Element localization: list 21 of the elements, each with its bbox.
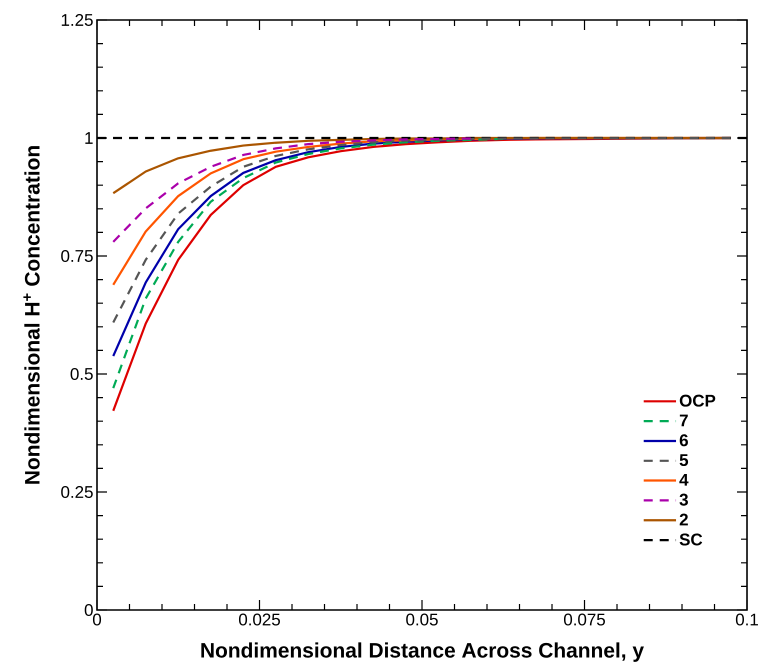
legend-label: OCP: [680, 394, 716, 407]
legend-label: SC: [680, 533, 702, 546]
legend-label: 2: [680, 514, 688, 526]
x-tick-label: 0.025: [238, 614, 280, 626]
x-tick-label: 0.05: [406, 614, 438, 626]
y-tick-label: 1: [85, 132, 93, 144]
x-tick-label: 0: [92, 614, 102, 626]
y-tick-label: 0.75: [61, 250, 93, 262]
y-tick-label: 0: [84, 604, 93, 616]
y-tick-label: 0.5: [70, 368, 93, 380]
legend-label: 5: [680, 454, 688, 466]
legend-label: 3: [680, 494, 688, 506]
x-tick-label: 0.1: [736, 614, 758, 626]
y-tick-label: 0.25: [61, 486, 93, 498]
y-axis-title: Nondimensional H$^{+}$ Concentration: [23, 146, 40, 484]
y-tick-label: 1.25: [62, 14, 93, 26]
legend-label: 4: [679, 474, 688, 486]
x-axis-title: Nondimensional Distance Across Channel, y: [201, 642, 644, 662]
x-tick-label: 0.075: [564, 614, 605, 626]
legend-label: 7: [680, 414, 688, 426]
legend-label: 6: [680, 434, 688, 446]
